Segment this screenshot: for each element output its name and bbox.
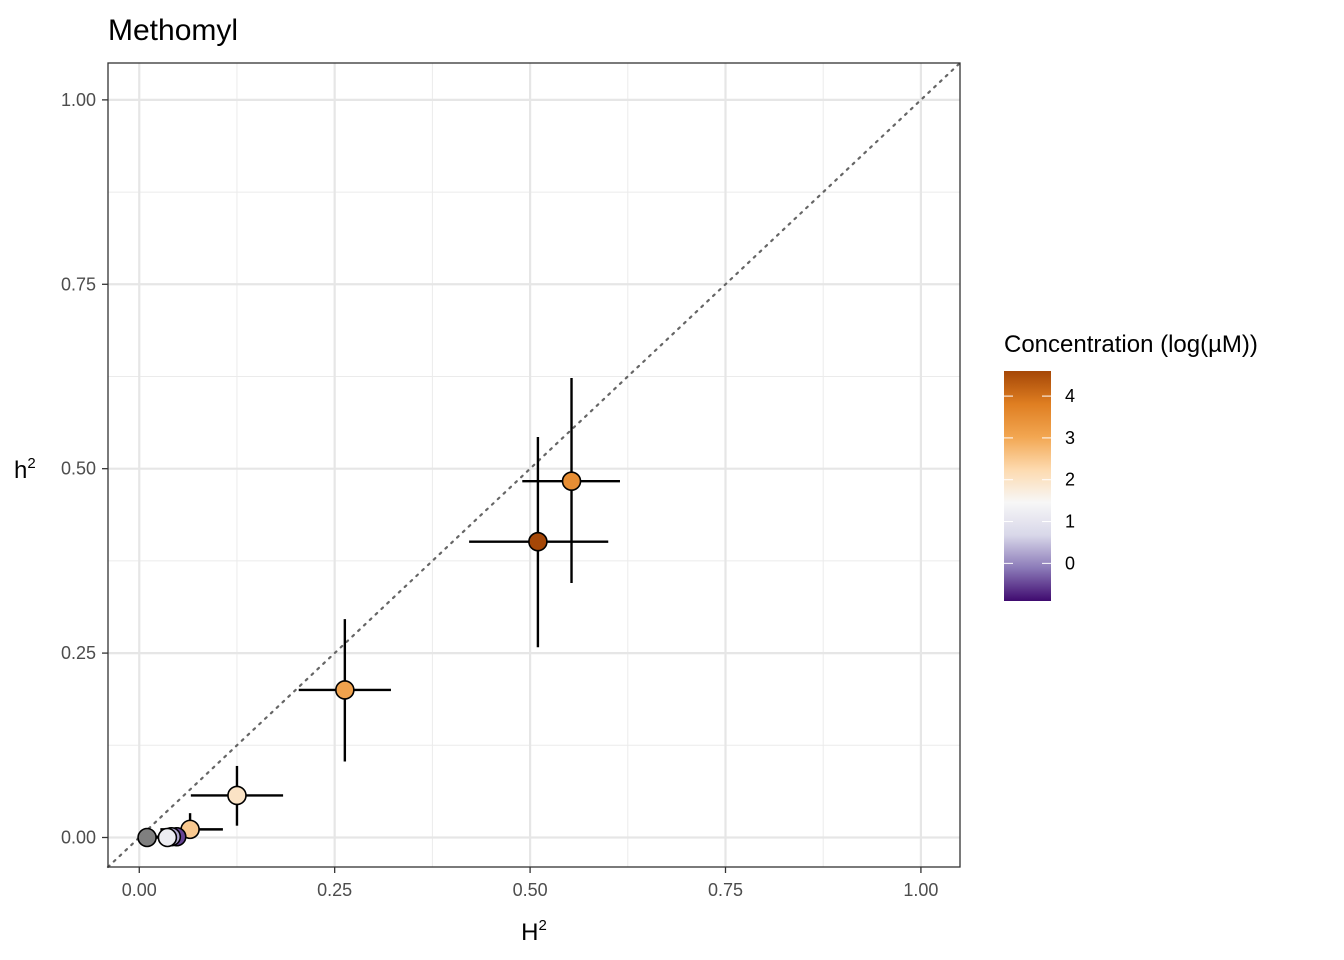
data-point xyxy=(157,827,178,848)
legend-tick-label: 2 xyxy=(1065,470,1075,490)
data-point xyxy=(137,827,157,848)
y-axis-title: h2 xyxy=(14,455,36,484)
y-axis-title-main: h xyxy=(14,457,27,484)
x-axis-title-sup: 2 xyxy=(539,917,547,934)
legend-tick-label: 0 xyxy=(1065,553,1075,573)
x-tick-label: 0.75 xyxy=(708,880,743,900)
y-tick-label: 0.50 xyxy=(61,459,96,479)
x-tick-label: 0.50 xyxy=(513,880,548,900)
color-legend: Concentration (log(µM)) 0 1 2 3 4 xyxy=(1004,331,1258,601)
y-tick-label: 0.00 xyxy=(61,827,96,847)
x-axis-ticks: 0.00 0.25 0.50 0.75 1.00 xyxy=(122,867,938,900)
y-axis-ticks: 0.00 0.25 0.50 0.75 1.00 xyxy=(61,90,108,847)
chart-title: Methomyl xyxy=(108,14,238,47)
legend-colorbar xyxy=(1004,371,1051,601)
x-axis-title-main: H xyxy=(521,919,538,946)
y-tick-label: 0.75 xyxy=(61,274,96,294)
y-tick-label: 1.00 xyxy=(61,90,96,110)
x-tick-label: 0.25 xyxy=(317,880,352,900)
legend-title: Concentration (log(µM)) xyxy=(1004,331,1258,358)
legend-tick-label: 4 xyxy=(1065,386,1075,406)
x-tick-label: 1.00 xyxy=(903,880,938,900)
x-axis-title: H2 xyxy=(521,917,547,946)
plot-border xyxy=(107,62,961,868)
data-points xyxy=(137,471,582,848)
legend-ticks: 0 1 2 3 4 xyxy=(1004,386,1075,573)
data-point xyxy=(528,531,548,552)
legend-tick-label: 3 xyxy=(1065,428,1075,448)
y-tick-label: 0.25 xyxy=(61,643,96,663)
x-tick-label: 0.00 xyxy=(122,880,157,900)
identity-reference-line xyxy=(106,61,962,869)
plot-area xyxy=(106,61,962,869)
y-axis-title-sup: 2 xyxy=(27,455,35,472)
grid-major xyxy=(108,63,960,867)
legend-tick-label: 1 xyxy=(1065,512,1075,532)
data-point xyxy=(335,680,355,700)
data-point xyxy=(561,471,582,492)
data-point xyxy=(227,785,247,806)
grid-minor xyxy=(108,63,960,867)
